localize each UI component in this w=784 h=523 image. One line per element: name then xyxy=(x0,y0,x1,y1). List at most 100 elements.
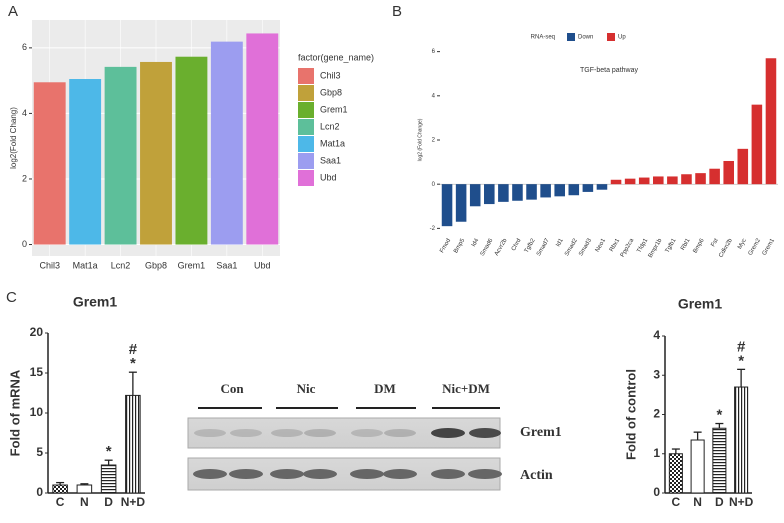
x-tick-label: Ppp2ca xyxy=(620,237,636,258)
bar xyxy=(175,56,208,245)
y-tick-label: 0 xyxy=(36,485,43,499)
bar xyxy=(246,33,279,245)
panel-label: B xyxy=(392,3,402,20)
bar xyxy=(441,184,453,227)
x-tick-label: Cdkn2b xyxy=(718,237,734,258)
bar xyxy=(140,61,172,245)
significance-mark: # xyxy=(129,341,138,358)
bar xyxy=(723,160,734,185)
legend-label: Down xyxy=(578,35,593,41)
panel-label: C xyxy=(6,289,17,306)
bar xyxy=(33,82,66,245)
x-tick-label: D xyxy=(715,495,724,509)
x-tick-label: Chrd xyxy=(511,238,523,252)
x-tick-label: Rbl1 xyxy=(680,237,692,251)
y-tick-label: 10 xyxy=(30,405,44,419)
y-tick-label: 6 xyxy=(22,42,27,52)
significance-mark: * xyxy=(738,352,744,369)
row-label: Actin xyxy=(520,468,553,483)
legend-swatch xyxy=(298,170,314,186)
legend-swatch xyxy=(298,68,314,84)
bar xyxy=(638,177,650,185)
bar xyxy=(681,174,692,185)
panel-label: A xyxy=(8,3,18,20)
blot-bands xyxy=(193,428,502,479)
bar xyxy=(653,176,664,185)
legend-swatch xyxy=(298,119,314,135)
lane-label: DM xyxy=(374,381,396,396)
row-label: Grem1 xyxy=(520,425,562,440)
lane-label: Nic+DM xyxy=(442,381,490,396)
x-tick-label: N+D xyxy=(121,495,146,509)
y-tick-label: 2 xyxy=(653,407,660,421)
y-tick-label: 5 xyxy=(36,445,43,459)
legend-swatch xyxy=(567,33,575,41)
legend-title: RNA-seq xyxy=(531,35,555,41)
x-tick-label: Id4 xyxy=(471,237,481,248)
x-tick-label: N+D xyxy=(729,495,754,509)
bar xyxy=(512,184,523,201)
x-tick-label: D xyxy=(104,495,113,509)
bar xyxy=(498,184,509,202)
legend-label: Grem1 xyxy=(320,104,348,114)
x-tick-label: Id1 xyxy=(555,237,565,248)
legend-swatch xyxy=(298,136,314,152)
x-tick-label: Smad3 xyxy=(578,237,593,257)
x-tick-label: Tgfb1 xyxy=(665,237,678,254)
bar xyxy=(210,41,243,245)
bar xyxy=(104,66,137,245)
legend-label: Ubd xyxy=(320,172,337,182)
y-tick-label: 0 xyxy=(22,239,27,249)
x-tick-label: C xyxy=(672,495,681,509)
y-tick-label: 1 xyxy=(653,446,660,460)
chart-title: Grem1 xyxy=(73,294,118,310)
bar xyxy=(695,173,706,185)
significance-mark: * xyxy=(106,443,112,460)
x-tick-label: Smad7 xyxy=(536,237,551,257)
lane-label: Con xyxy=(220,381,244,396)
legend-label: Chil3 xyxy=(320,70,341,80)
y-tick-label: 4 xyxy=(432,93,436,99)
bar xyxy=(668,453,683,494)
x-tick-label: Saa1 xyxy=(216,260,237,270)
legend-label: Saa1 xyxy=(320,155,341,165)
significance-mark: # xyxy=(737,338,746,355)
bar xyxy=(554,184,565,197)
bar xyxy=(540,184,551,198)
y-axis-label: Fold of mRNA xyxy=(7,369,22,456)
bar xyxy=(568,184,580,196)
y-axis-label: log2 (Fold Change) xyxy=(417,118,423,161)
x-tick-label: Grem1 xyxy=(762,237,777,256)
bar xyxy=(526,184,537,200)
x-tick-label: Chil3 xyxy=(39,260,60,270)
legend-label: Gbp8 xyxy=(320,87,342,97)
x-tick-label: Acvr2b xyxy=(494,237,509,257)
chart-title: Grem1 xyxy=(678,296,723,312)
legend-swatch xyxy=(607,33,615,41)
x-tick-label: Bmp5 xyxy=(453,237,466,254)
bar xyxy=(751,104,763,185)
legend-label: Up xyxy=(618,35,626,41)
legend-label: Mat1a xyxy=(320,138,345,148)
bar xyxy=(69,79,102,245)
bar xyxy=(596,184,608,190)
y-tick-label: 6 xyxy=(432,49,436,55)
lane-label: Nic xyxy=(297,381,316,396)
x-tick-label: Tgfb2 xyxy=(524,237,537,254)
x-tick-label: Fmod xyxy=(439,238,452,254)
bar xyxy=(667,176,678,185)
x-tick-label: Fst xyxy=(710,238,720,249)
x-tick-label: Bmpr1b xyxy=(648,237,664,259)
bar xyxy=(690,439,705,494)
x-tick-label: Smad6 xyxy=(480,237,495,257)
legend-swatch xyxy=(298,85,314,101)
bar xyxy=(610,179,622,185)
significance-mark: * xyxy=(716,406,722,423)
y-tick-label: 0 xyxy=(653,485,660,499)
y-tick-label: 15 xyxy=(30,365,44,379)
bar xyxy=(455,184,467,222)
y-tick-label: 2 xyxy=(22,173,27,183)
bar xyxy=(52,484,68,494)
bar xyxy=(734,386,749,494)
